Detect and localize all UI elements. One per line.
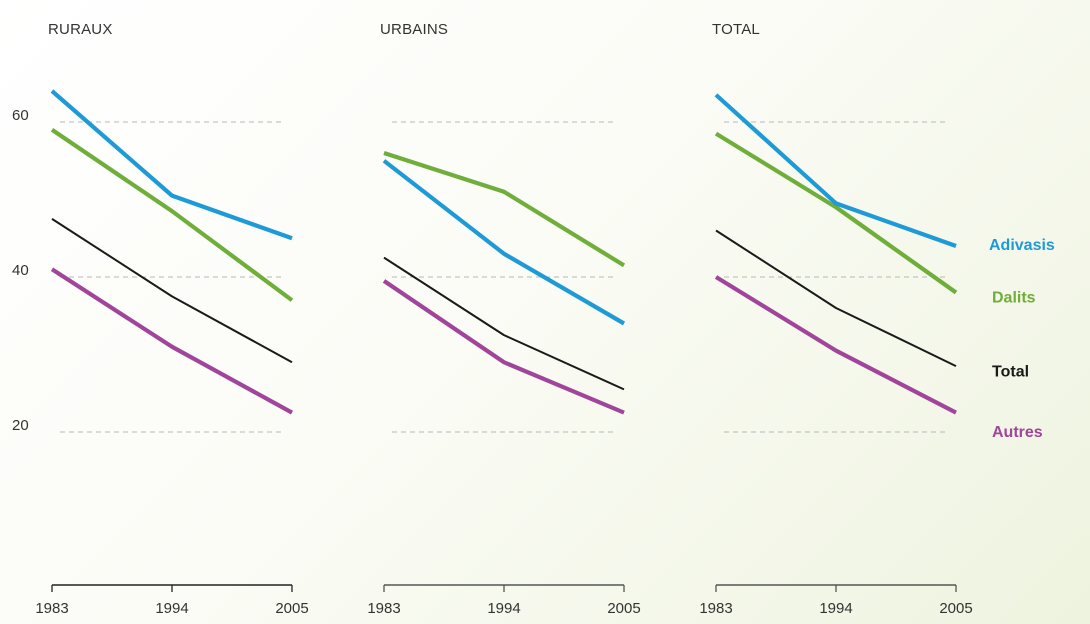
panel-total-x-tick-label-1994: 1994	[819, 600, 852, 617]
panel-urbains-series-dalits	[383, 151, 626, 268]
panel-urbains-series-total	[383, 256, 625, 391]
panel-urbains: URBAINS 1983 1994 2005	[367, 21, 640, 617]
y-tick-label-60: 60	[12, 107, 29, 124]
panel-total-series-total	[715, 229, 957, 368]
legend-label-autres: Autres	[992, 424, 1043, 441]
panel-ruraux-x-tick-label-1983: 1983	[35, 600, 68, 617]
panel-ruraux-series-total	[51, 218, 293, 364]
panel-urbains-title: URBAINS	[380, 21, 448, 38]
panel-total-series-adivasis	[714, 93, 957, 248]
panel-ruraux-title: RURAUX	[48, 21, 113, 38]
legend-label-total: Total	[992, 363, 1029, 380]
panel-ruraux-x-tick-label-2005: 2005	[275, 600, 308, 617]
panel-urbains-x-tick-label-1994: 1994	[487, 600, 520, 617]
panel-ruraux: RURAUX 1983 1994 2005	[35, 21, 308, 617]
panel-ruraux-series-autres	[50, 267, 294, 415]
legend-label-dalits: Dalits	[992, 290, 1036, 307]
panel-total-title: TOTAL	[712, 21, 760, 38]
panel-urbains-x-tick-label-1983: 1983	[367, 600, 400, 617]
panel-total-series-autres	[714, 275, 957, 415]
legend-label-adivasis: Adivasis	[989, 237, 1055, 254]
panel-ruraux-series-dalits	[50, 128, 294, 302]
legend: Adivasis Dalits Total Autres	[989, 237, 1055, 441]
panel-ruraux-x-tick-label-1994: 1994	[155, 600, 188, 617]
panel-total: TOTAL 1983 1994 2005	[699, 21, 972, 617]
panel-total-series-dalits	[714, 131, 958, 295]
y-tick-label-20: 20	[12, 417, 29, 434]
panel-total-x-tick-label-2005: 2005	[939, 600, 972, 617]
panel-ruraux-series-adivasis	[50, 89, 293, 241]
panel-total-x-tick-label-1983: 1983	[699, 600, 732, 617]
y-tick-label-40: 40	[12, 262, 29, 279]
panel-urbains-x-tick-label-2005: 2005	[607, 600, 640, 617]
panel-urbains-series-adivasis	[382, 159, 626, 326]
panel-urbains-series-autres	[382, 279, 625, 415]
